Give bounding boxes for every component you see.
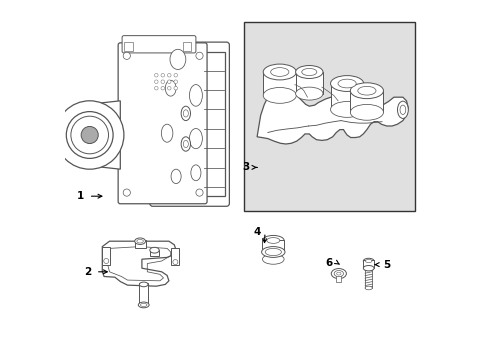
Ellipse shape — [333, 271, 343, 277]
Ellipse shape — [165, 80, 176, 96]
FancyBboxPatch shape — [118, 43, 206, 204]
Ellipse shape — [138, 302, 149, 308]
Circle shape — [71, 116, 108, 154]
Ellipse shape — [349, 104, 383, 120]
Circle shape — [196, 52, 203, 59]
Ellipse shape — [349, 83, 383, 99]
Ellipse shape — [295, 66, 322, 78]
Ellipse shape — [137, 239, 143, 243]
Ellipse shape — [262, 254, 284, 264]
Ellipse shape — [397, 101, 407, 118]
Circle shape — [66, 112, 113, 158]
Ellipse shape — [181, 106, 190, 121]
FancyBboxPatch shape — [149, 42, 229, 206]
Text: 1: 1 — [77, 191, 84, 201]
FancyBboxPatch shape — [122, 36, 196, 53]
Ellipse shape — [134, 238, 145, 244]
Text: 4: 4 — [253, 227, 260, 237]
Circle shape — [172, 260, 178, 265]
Polygon shape — [257, 81, 407, 144]
Ellipse shape — [336, 272, 340, 275]
Ellipse shape — [270, 68, 288, 76]
Circle shape — [55, 101, 123, 169]
Ellipse shape — [190, 165, 201, 181]
Circle shape — [123, 52, 130, 59]
Circle shape — [167, 73, 171, 77]
Ellipse shape — [170, 49, 185, 69]
Circle shape — [196, 189, 203, 196]
Ellipse shape — [263, 64, 296, 80]
Ellipse shape — [183, 110, 188, 117]
Ellipse shape — [337, 79, 355, 88]
Circle shape — [123, 189, 130, 196]
Ellipse shape — [189, 129, 202, 149]
Circle shape — [161, 86, 164, 90]
Ellipse shape — [139, 282, 148, 287]
Polygon shape — [102, 241, 176, 286]
Bar — [182, 42, 191, 51]
Ellipse shape — [330, 269, 346, 279]
Ellipse shape — [183, 140, 188, 148]
Bar — [336, 274, 341, 282]
Ellipse shape — [330, 102, 363, 117]
Bar — [134, 240, 145, 248]
Circle shape — [103, 258, 108, 264]
Bar — [363, 260, 373, 268]
Ellipse shape — [301, 68, 316, 76]
Ellipse shape — [161, 124, 172, 142]
Ellipse shape — [357, 86, 375, 95]
Circle shape — [161, 73, 164, 77]
Bar — [330, 84, 363, 109]
Circle shape — [174, 80, 177, 84]
Circle shape — [154, 86, 158, 90]
Circle shape — [167, 86, 171, 90]
Ellipse shape — [266, 238, 279, 243]
Bar — [244, 22, 415, 211]
Ellipse shape — [295, 87, 322, 100]
Bar — [262, 240, 284, 252]
Ellipse shape — [261, 247, 285, 257]
Bar — [102, 247, 110, 265]
Ellipse shape — [263, 87, 296, 103]
Ellipse shape — [399, 105, 405, 114]
Ellipse shape — [363, 258, 373, 264]
Bar — [263, 72, 296, 95]
Ellipse shape — [365, 286, 371, 290]
Bar — [349, 91, 383, 112]
Ellipse shape — [140, 303, 146, 307]
Circle shape — [161, 80, 164, 84]
Ellipse shape — [149, 247, 159, 253]
Circle shape — [154, 73, 158, 77]
Ellipse shape — [181, 137, 190, 151]
Circle shape — [81, 126, 98, 144]
Ellipse shape — [171, 169, 181, 184]
Bar — [203, 52, 224, 196]
Ellipse shape — [363, 266, 373, 271]
Circle shape — [174, 86, 177, 90]
Bar — [295, 72, 322, 94]
Ellipse shape — [264, 248, 281, 256]
Text: 2: 2 — [84, 267, 91, 277]
Ellipse shape — [262, 235, 284, 246]
Text: 3: 3 — [242, 162, 249, 172]
Bar — [171, 248, 179, 265]
Circle shape — [167, 80, 171, 84]
Bar — [124, 42, 133, 51]
Text: 5: 5 — [382, 260, 389, 270]
Ellipse shape — [330, 76, 363, 91]
Ellipse shape — [365, 259, 371, 263]
Circle shape — [154, 80, 158, 84]
Bar — [139, 283, 148, 304]
Text: 6: 6 — [325, 258, 332, 268]
Ellipse shape — [189, 85, 202, 106]
Polygon shape — [88, 101, 120, 169]
Bar — [149, 250, 159, 256]
Circle shape — [174, 73, 177, 77]
